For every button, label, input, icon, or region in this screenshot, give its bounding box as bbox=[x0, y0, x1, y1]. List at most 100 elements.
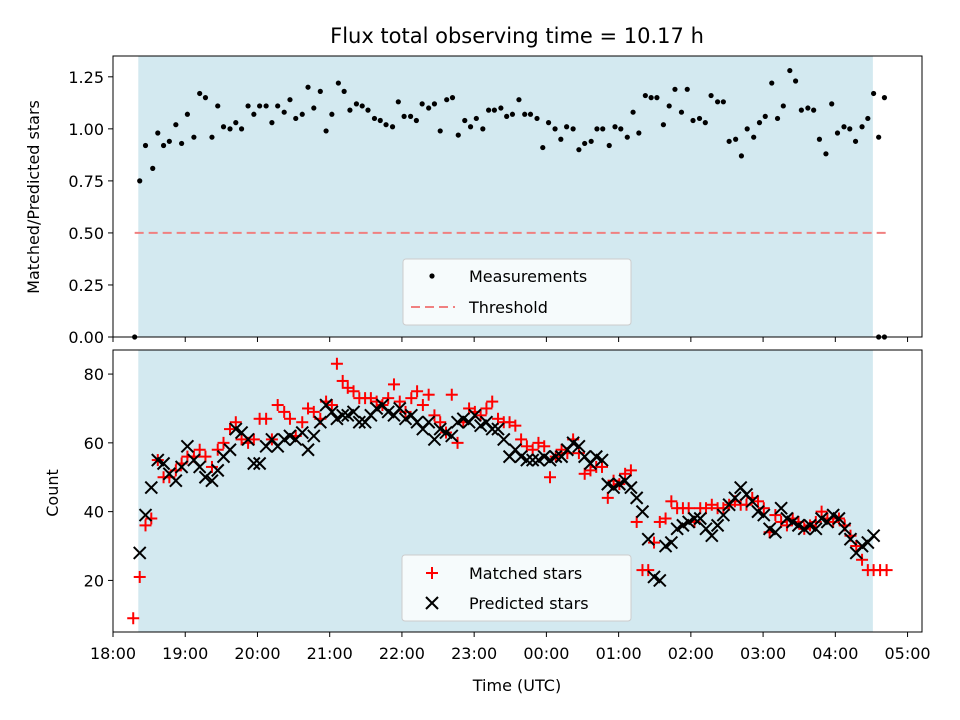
top-legend: Measurements Threshold bbox=[402, 258, 632, 326]
predicted-star-marker-b bbox=[705, 529, 719, 543]
measurement-point bbox=[155, 130, 161, 136]
predicted-star-marker-b bbox=[211, 463, 225, 478]
measurement-point bbox=[805, 105, 811, 111]
measurement-point bbox=[311, 105, 317, 111]
top-ytick-label: 1.00 bbox=[68, 120, 104, 139]
measurement-point bbox=[257, 103, 263, 109]
predicted-star-marker-b bbox=[445, 429, 459, 443]
predicted-star-marker-b bbox=[624, 480, 638, 495]
chart-title: Flux total observing time = 10.17 h bbox=[330, 24, 704, 48]
matched-star-marker bbox=[769, 509, 782, 522]
predicted-star-marker bbox=[774, 501, 788, 515]
matched-star-marker bbox=[665, 495, 678, 508]
matched-star-marker bbox=[347, 385, 360, 398]
bottom-ytick-label: 20 bbox=[84, 571, 104, 590]
predicted-star-marker-b bbox=[393, 401, 407, 416]
legend-marker-matched bbox=[426, 567, 438, 579]
measurement-point bbox=[570, 126, 576, 132]
predicted-star-marker-b bbox=[520, 453, 534, 467]
top-x-axis-ticks bbox=[112, 337, 909, 342]
predicted-star-marker bbox=[241, 432, 255, 447]
measurement-point bbox=[516, 97, 522, 103]
measurement-point bbox=[419, 101, 425, 107]
measurement-point bbox=[413, 117, 419, 124]
top-panel: 0.00 0.25 0.50 0.75 1.00 1.25 Matched/Predict… bbox=[24, 55, 923, 347]
measurement-point bbox=[359, 103, 365, 109]
measurement-point bbox=[227, 126, 233, 132]
predicted-star-marker-b bbox=[375, 398, 390, 412]
measurement-point bbox=[142, 142, 149, 149]
predicted-star-marker-b bbox=[346, 405, 361, 419]
measurement-point bbox=[702, 120, 708, 126]
measurement-point bbox=[576, 147, 582, 153]
bottom-y-axis-ticks: 20 40 60 80 bbox=[84, 365, 113, 590]
predicted-star-marker bbox=[832, 511, 846, 526]
predicted-star-marker bbox=[745, 494, 759, 509]
predicted-star-marker bbox=[687, 511, 702, 526]
predicted-star-marker bbox=[520, 453, 534, 467]
predicted-star-marker bbox=[138, 508, 153, 522]
bottom-xtick-label: 22:00 bbox=[379, 644, 425, 663]
top-ytick-label: 0.50 bbox=[68, 224, 104, 243]
predicted-star-marker bbox=[629, 491, 644, 505]
top-ytick-label: 0.25 bbox=[68, 276, 104, 295]
predicted-star-marker-b bbox=[566, 436, 580, 450]
predicted-star-marker-b bbox=[485, 422, 499, 436]
measurement-point bbox=[197, 90, 203, 97]
measurement-point bbox=[823, 151, 829, 157]
predicted-star-marker-b bbox=[774, 501, 788, 515]
measurement-point bbox=[859, 124, 865, 130]
matched-star-marker bbox=[642, 564, 655, 577]
predicted-star-marker bbox=[693, 511, 707, 526]
measurement-point bbox=[202, 95, 209, 101]
top-axes-frame bbox=[112, 55, 923, 338]
matched-star-marker bbox=[752, 495, 765, 508]
measurement-point bbox=[184, 111, 190, 117]
measurement-point bbox=[871, 90, 877, 97]
measurement-point bbox=[798, 107, 804, 113]
predicted-star-marker bbox=[295, 425, 309, 440]
predicted-star-marker bbox=[728, 491, 742, 505]
predicted-star-marker-b bbox=[283, 429, 297, 443]
measurement-point bbox=[317, 88, 323, 94]
measurement-point bbox=[714, 99, 721, 105]
measurement-point bbox=[347, 107, 353, 113]
predicted-star-marker bbox=[427, 432, 442, 447]
matched-star-marker bbox=[757, 502, 770, 515]
measurement-point bbox=[534, 115, 540, 122]
predicted-star-marker-b bbox=[295, 425, 309, 440]
predicted-star-marker-b bbox=[187, 453, 201, 467]
measurement-point bbox=[588, 138, 594, 144]
matched-star-marker bbox=[399, 405, 412, 418]
legend-label-predicted: Predicted stars bbox=[469, 594, 589, 613]
measurement-point bbox=[636, 130, 642, 136]
measurement-point bbox=[455, 132, 461, 138]
measurement-point bbox=[377, 117, 383, 124]
measurement-point bbox=[841, 124, 847, 130]
predicted-star-marker bbox=[497, 432, 511, 447]
predicted-star-marker-b bbox=[716, 508, 731, 522]
measurement-point bbox=[847, 126, 853, 132]
predicted-star-marker bbox=[595, 453, 609, 467]
predicted-star-marker bbox=[653, 573, 667, 588]
bottom-xtick-label: 23:00 bbox=[451, 644, 497, 663]
measurement-point bbox=[365, 107, 371, 113]
matched-star-marker bbox=[296, 416, 309, 429]
predicted-star-marker bbox=[525, 453, 540, 467]
measurement-point bbox=[353, 101, 360, 107]
matched-star-marker bbox=[659, 512, 672, 525]
matched-star-marker bbox=[630, 515, 643, 528]
measurement-point bbox=[209, 134, 215, 140]
predicted-star-marker bbox=[572, 439, 586, 453]
predicted-star-marker-b bbox=[843, 532, 858, 546]
measurement-point bbox=[426, 105, 432, 111]
predicted-star-marker-b bbox=[653, 573, 667, 588]
predicted-star-marker bbox=[866, 529, 881, 543]
predicted-star-marker bbox=[705, 529, 719, 543]
measurement-point bbox=[756, 120, 763, 126]
predicted-star-marker-b bbox=[404, 408, 419, 423]
predicted-star-marker-b bbox=[247, 456, 261, 471]
predicted-star-marker-b bbox=[352, 415, 367, 429]
predicted-star-marker bbox=[346, 405, 361, 419]
